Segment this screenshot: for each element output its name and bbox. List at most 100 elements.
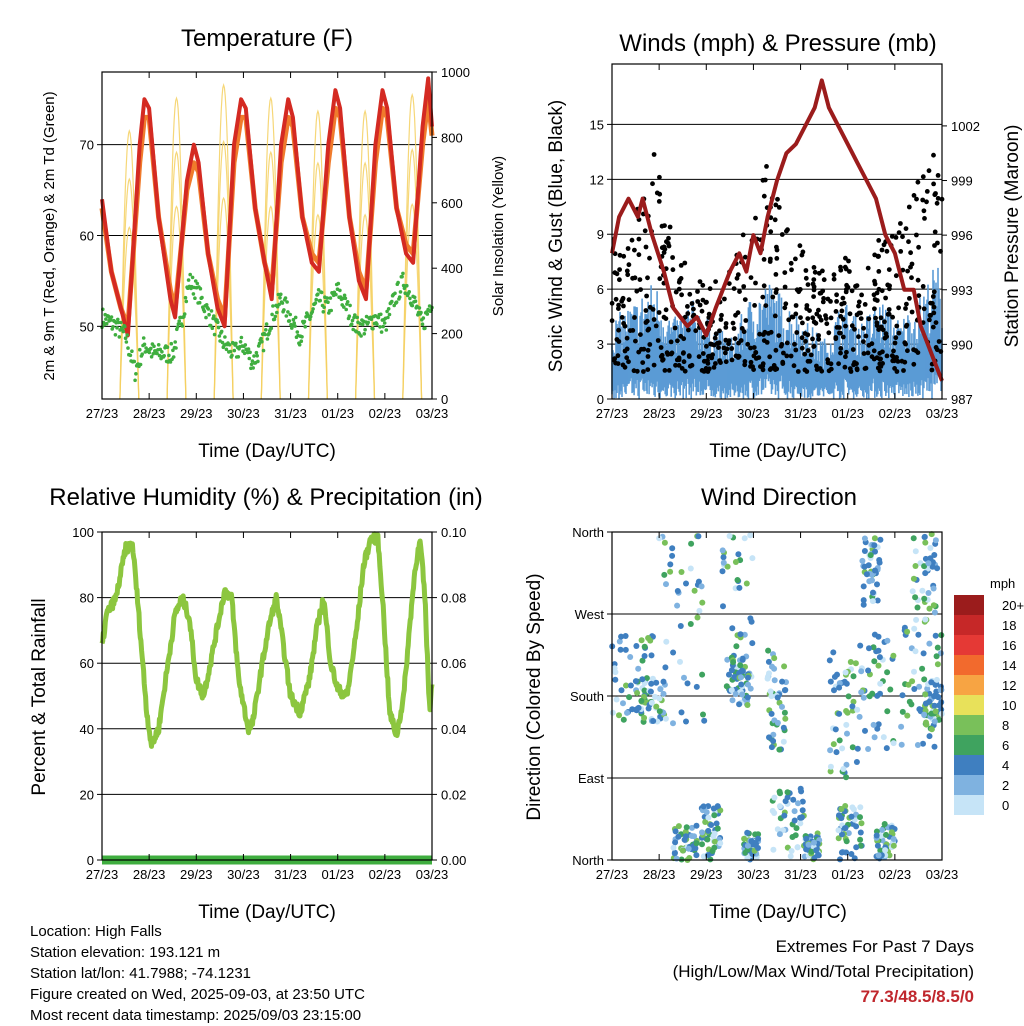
direction-point [731,673,738,680]
gust-point [768,366,774,371]
gust-point [896,305,901,311]
direction-point [924,685,931,692]
direction-point [770,846,777,853]
direction-point [916,683,923,690]
dewpoint-point [210,326,215,331]
direction-point [613,696,620,703]
gust-point [773,347,779,353]
dewpoint-point [405,283,409,288]
direction-point [831,687,837,694]
direction-point [932,537,939,544]
solar-line [307,161,328,400]
dewpoint-point [363,327,367,332]
direction-point [848,851,855,857]
gust-point [654,190,660,196]
direction-point [744,694,751,701]
direction-point [910,575,917,582]
dewpoint-point [293,315,298,320]
winds-xtick-label: 01/23 [831,406,864,421]
direction-point [685,845,692,852]
gust-point [932,229,938,235]
gust-point [768,256,773,262]
gust-point [811,277,817,282]
gust-point [847,269,852,274]
dewpoint-point [420,322,425,327]
gust-point [681,336,687,342]
dewpoint-point [109,315,114,319]
gust-point [905,348,910,354]
gust-point [821,277,827,283]
gust-point [934,200,940,206]
dewpoint-point [212,314,216,318]
gust-point [904,301,909,307]
direction-point [693,683,700,690]
gust-point [904,322,910,328]
gust-point [693,328,699,334]
gust-point [667,224,673,230]
dewpoint-point [184,299,189,304]
humidity-xtick-label: 27/23 [86,867,119,882]
direction-point [678,709,685,716]
dewpoint-point [115,326,119,330]
dewpoint-point [165,345,170,350]
recent-timestamp: Most recent data timestamp: 2025/09/03 2… [30,1007,362,1024]
direction-point [684,680,691,687]
gust-point [681,359,687,365]
gust-point [723,337,729,343]
gust-point [735,310,741,316]
dewpoint-point [394,300,399,305]
gust-point [895,359,901,364]
direction-point [647,637,654,644]
direction-point [923,719,929,726]
gust-point [745,341,751,347]
temp-2m-line [100,76,434,338]
winds-ytick-label: 12 [590,172,604,187]
gust-point [723,359,729,365]
direction-point [737,631,744,638]
direction-point [743,580,750,587]
dewpoint-point [207,312,211,317]
gust-point [621,321,626,326]
dewpoint-point [407,290,412,294]
direction-point [781,709,788,716]
gust-point [753,280,758,286]
direction-point [866,578,873,585]
dewpoint-point [169,341,174,346]
direction-point [663,581,669,588]
dewpoint-point [249,362,254,367]
gust-point [661,314,667,320]
gust-point [915,179,921,185]
winds-ytick-label: 0 [597,392,604,407]
gust-point [676,357,682,363]
direction-point [662,715,669,722]
gust-point [886,267,892,272]
gust-point [697,302,703,308]
direction-point [937,687,944,694]
gust-point [816,307,821,313]
direction-point [866,645,872,652]
gust-point [699,368,705,373]
dewpoint-point [338,288,342,293]
direction-data [609,531,945,863]
direction-point [627,682,634,689]
gust-point [799,345,805,351]
gust-point [874,290,880,296]
gust-point [687,363,693,369]
gust-point [637,277,643,282]
dewpoint-point [230,353,234,358]
direction-point [843,838,850,845]
dewpoint-point [171,355,176,359]
gust-point [812,269,818,275]
extremes-subtitle: (High/Low/Max Wind/Total Precipitation) [672,962,974,981]
dewpoint-point [344,307,349,312]
direction-point [850,698,857,705]
dewpoint-point [140,352,144,357]
gust-point [781,350,786,356]
direction-point [795,800,801,807]
gust-point [772,313,778,319]
direction-point [813,847,820,854]
dewpoint-point [219,329,224,334]
dewpoint-point [195,281,200,286]
gust-point [741,284,747,289]
direction-point [699,671,706,678]
